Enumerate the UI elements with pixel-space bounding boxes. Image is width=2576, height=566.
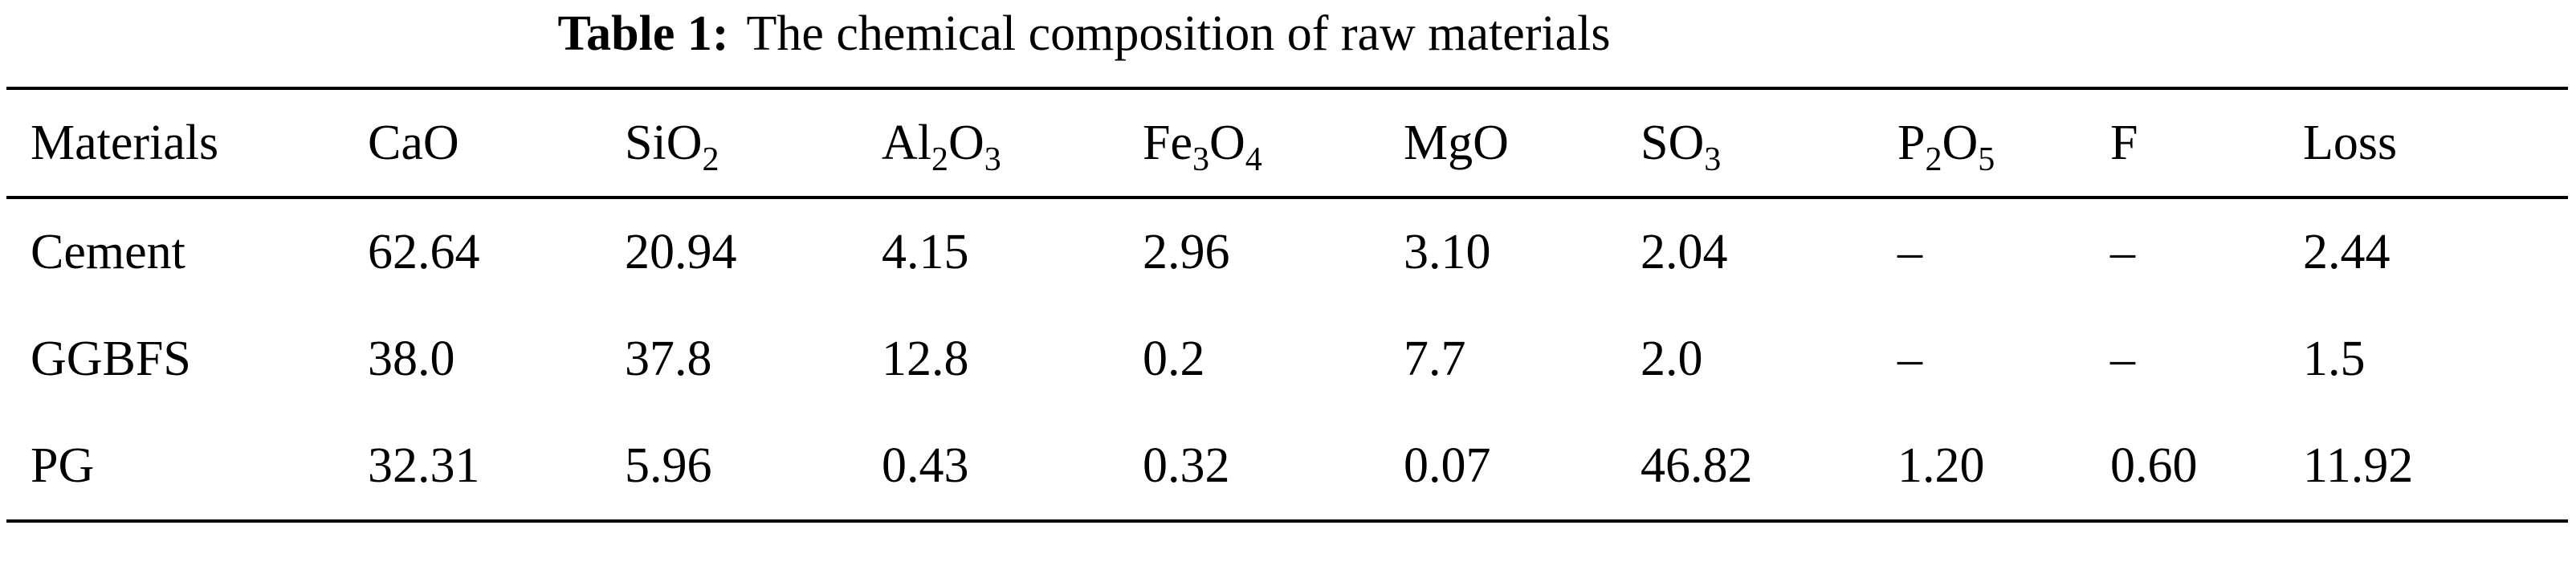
value-cell: 11.92 <box>2303 438 2414 494</box>
column-header: CaO <box>368 88 625 200</box>
column-header: MgO <box>1404 88 1641 200</box>
header-subscript: 2 <box>702 140 719 178</box>
value-cell: 46.82 <box>1641 438 1753 494</box>
value-cell: 2.04 <box>1641 225 1728 280</box>
value-cell: – <box>2110 332 2135 387</box>
table-row: Cement 62.64 20.94 4.15 2.96 3.10 2.04 – – 2.44 <box>6 197 2568 306</box>
column-header: SO3 <box>1641 88 1897 200</box>
column-header: Fe3O4 <box>1143 88 1404 200</box>
material-name-cell: Cement <box>31 225 185 280</box>
value-cell: – <box>1897 225 1922 280</box>
column-header: Al2O3 <box>882 88 1143 200</box>
value-cell: 12.8 <box>882 332 969 387</box>
header-text: Al <box>882 115 931 170</box>
value-cell: 20.94 <box>625 225 737 280</box>
header-subscript: 2 <box>931 140 948 178</box>
value-cell: 0.43 <box>882 438 969 494</box>
header-subscript: 3 <box>1192 140 1209 178</box>
header-text: SiO <box>625 115 703 170</box>
material-name-cell: PG <box>31 438 95 494</box>
header-text: Fe <box>1143 115 1192 170</box>
header-subscript: 5 <box>1978 140 1995 178</box>
column-header: P2O5 <box>1897 88 2110 200</box>
column-header: Loss <box>2303 88 2568 200</box>
value-cell: 4.15 <box>882 225 969 280</box>
column-header: F <box>2110 88 2303 200</box>
value-cell: 62.64 <box>368 225 480 280</box>
paper-table-figure: Table 1: The chemical composition of raw … <box>0 6 2576 566</box>
header-text: MgO <box>1404 115 1509 170</box>
value-cell: 0.60 <box>2110 438 2198 494</box>
table-body: Cement 62.64 20.94 4.15 2.96 3.10 2.04 – – 2.44 GG… <box>6 197 2568 521</box>
header-text: F <box>2110 115 2138 170</box>
value-cell: 2.44 <box>2303 225 2391 280</box>
header-subscript: 4 <box>1245 140 1262 178</box>
value-cell: 38.0 <box>368 332 455 387</box>
value-cell: 7.7 <box>1404 332 1466 387</box>
header-text: O <box>948 115 984 170</box>
column-header: Materials <box>6 88 368 200</box>
table-row: GGBFS 38.0 37.8 12.8 0.2 7.7 2.0 – – 1.5 <box>6 306 2568 413</box>
value-cell: 2.0 <box>1641 332 1703 387</box>
value-cell: 2.96 <box>1143 225 1230 280</box>
header-text: CaO <box>368 115 459 170</box>
value-cell: 3.10 <box>1404 225 1491 280</box>
table-row: PG 32.31 5.96 0.43 0.32 0.07 46.82 1.20 0.60 11.9… <box>6 413 2568 521</box>
header-text: Materials <box>31 115 219 170</box>
table-caption: Table 1: The chemical composition of raw … <box>0 6 2168 61</box>
value-cell: 0.07 <box>1404 438 1491 494</box>
value-cell: 1.5 <box>2303 332 2366 387</box>
value-cell: 37.8 <box>625 332 712 387</box>
value-cell: 0.32 <box>1143 438 1230 494</box>
table-caption-label: Table 1: <box>557 6 729 61</box>
table-header-row: Materials CaO SiO2 Al2O3 Fe3O4 MgO SO3 P2O5 F Los… <box>6 88 2568 200</box>
header-text: O <box>1942 115 1979 170</box>
table-caption-text: The chemical composition of raw material… <box>746 6 1611 61</box>
value-cell: – <box>1897 332 1922 387</box>
header-subscript: 2 <box>1925 140 1942 178</box>
header-text: O <box>1209 115 1245 170</box>
material-name-cell: GGBFS <box>31 332 191 387</box>
column-header: SiO2 <box>625 88 882 200</box>
value-cell: 5.96 <box>625 438 712 494</box>
value-cell: 32.31 <box>368 438 480 494</box>
header-text: Loss <box>2303 115 2398 170</box>
value-cell: 1.20 <box>1897 438 1985 494</box>
value-cell: – <box>2110 225 2135 280</box>
header-subscript: 3 <box>984 140 1001 178</box>
value-cell: 0.2 <box>1143 332 1205 387</box>
header-text: SO <box>1641 115 1705 170</box>
chemical-composition-table: Materials CaO SiO2 Al2O3 Fe3O4 MgO SO3 P2O5 F Los… <box>6 87 2568 523</box>
header-subscript: 3 <box>1704 140 1722 178</box>
header-text: P <box>1897 115 1926 170</box>
